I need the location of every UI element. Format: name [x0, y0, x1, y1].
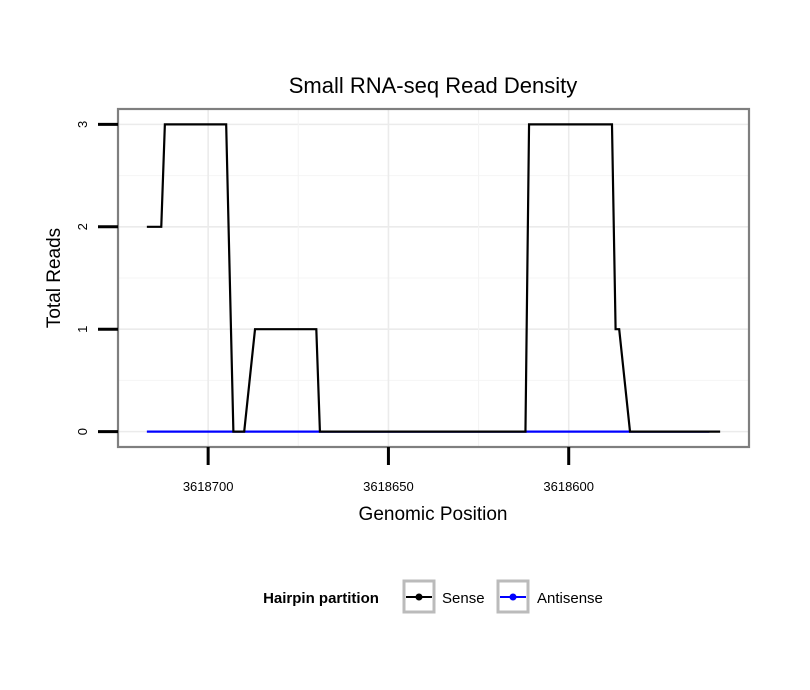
- x-tick-label: 3618650: [363, 479, 414, 494]
- legend-title: Hairpin partition: [263, 590, 379, 607]
- legend-point-sense: [415, 593, 423, 601]
- series-line-sense: [146, 123, 721, 433]
- x-tick-label: 3618600: [543, 479, 594, 494]
- x-axis: 3618700 3618650 3618600: [183, 447, 594, 494]
- y-tick-label: 3: [75, 121, 90, 128]
- legend-label-sense: Sense: [442, 590, 485, 607]
- legend-label-antisense: Antisense: [537, 590, 603, 607]
- grid: [118, 109, 749, 447]
- y-tick-label: 2: [75, 223, 90, 230]
- plot-panel-border: [116, 107, 751, 449]
- x-tick-label: 3618700: [183, 479, 234, 494]
- y-tick-label: 1: [75, 326, 90, 333]
- series-layer: [146, 123, 721, 433]
- y-axis-label: Total Reads: [44, 228, 65, 328]
- legend-point-antisense: [509, 593, 517, 601]
- x-axis-label: Genomic Position: [359, 504, 508, 525]
- chart-title: Small RNA-seq Read Density: [289, 73, 578, 98]
- y-axis: 0 1 2 3: [75, 121, 118, 435]
- y-tick-label: 0: [75, 428, 90, 435]
- legend: Hairpin partition Sense Antisense: [263, 579, 603, 614]
